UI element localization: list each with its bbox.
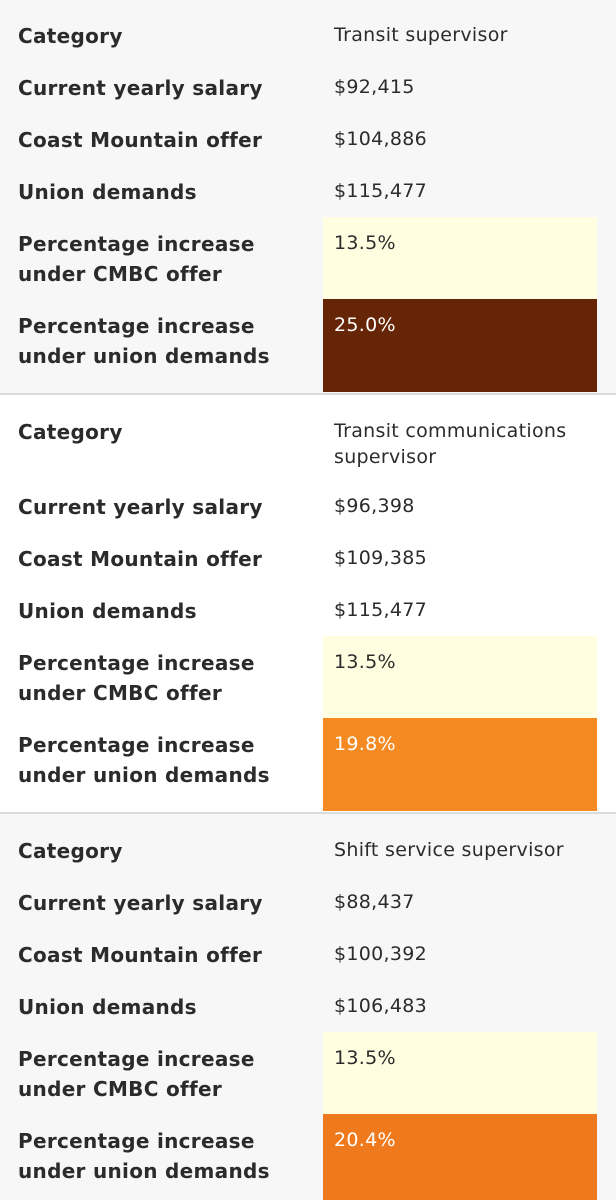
coast-mountain-offer-label: Coast Mountain offer bbox=[18, 943, 263, 967]
category-label: Category bbox=[18, 24, 123, 48]
coast-mountain-offer-label: Coast Mountain offer bbox=[18, 547, 263, 571]
union-demands-label: Union demands bbox=[18, 995, 197, 1019]
pct-increase-cmbc-cell bbox=[323, 1032, 597, 1114]
pct-increase-cmbc-value: 13.5% bbox=[334, 1047, 396, 1069]
pct-increase-cmbc-value: 13.5% bbox=[334, 651, 396, 673]
pct-increase-cmbc-label: Percentage increase under CMBC offer bbox=[18, 1047, 255, 1101]
category-label: Category bbox=[18, 420, 123, 444]
pct-increase-union-label: Percentage increase under union demands bbox=[18, 314, 270, 368]
current-salary-label: Current yearly salary bbox=[18, 76, 263, 100]
pct-increase-cmbc-label: Percentage increase under CMBC offer bbox=[18, 232, 255, 286]
coast-mountain-offer-value: $100,392 bbox=[334, 943, 428, 965]
union-demands-label: Union demands bbox=[18, 180, 197, 204]
category-label: Category bbox=[18, 839, 123, 863]
current-salary-value: $92,415 bbox=[334, 76, 415, 98]
category-value: Transit supervisor bbox=[334, 24, 508, 46]
pct-increase-union-label: Percentage increase under union demands bbox=[18, 1129, 270, 1183]
pct-increase-union-label: Percentage increase under union demands bbox=[18, 733, 270, 787]
card-divider bbox=[0, 393, 616, 395]
pct-increase-cmbc-value: 13.5% bbox=[334, 232, 396, 254]
coast-mountain-offer-label: Coast Mountain offer bbox=[18, 128, 263, 152]
card-divider bbox=[0, 812, 616, 814]
current-salary-value: $88,437 bbox=[334, 891, 415, 913]
union-demands-value: $106,483 bbox=[334, 995, 428, 1017]
pct-increase-cmbc-label: Percentage increase under CMBC offer bbox=[18, 651, 255, 705]
pct-increase-union-value: 25.0% bbox=[334, 314, 396, 336]
current-salary-label: Current yearly salary bbox=[18, 891, 263, 915]
current-salary-value: $96,398 bbox=[334, 495, 415, 517]
pct-increase-union-cell bbox=[323, 718, 597, 811]
pct-increase-union-cell bbox=[323, 1114, 597, 1200]
category-value: Shift service supervisor bbox=[334, 839, 564, 861]
pct-increase-cmbc-cell bbox=[323, 636, 597, 718]
union-demands-value: $115,477 bbox=[334, 599, 428, 621]
coast-mountain-offer-value: $109,385 bbox=[334, 547, 428, 569]
union-demands-value: $115,477 bbox=[334, 180, 428, 202]
pct-increase-union-value: 19.8% bbox=[334, 733, 396, 755]
pct-increase-cmbc-cell bbox=[323, 217, 597, 299]
coast-mountain-offer-value: $104,886 bbox=[334, 128, 428, 150]
union-demands-label: Union demands bbox=[18, 599, 197, 623]
category-value: Transit communications supervisor bbox=[334, 420, 567, 468]
pct-increase-union-cell bbox=[323, 299, 597, 392]
pct-increase-union-value: 20.4% bbox=[334, 1129, 396, 1151]
current-salary-label: Current yearly salary bbox=[18, 495, 263, 519]
